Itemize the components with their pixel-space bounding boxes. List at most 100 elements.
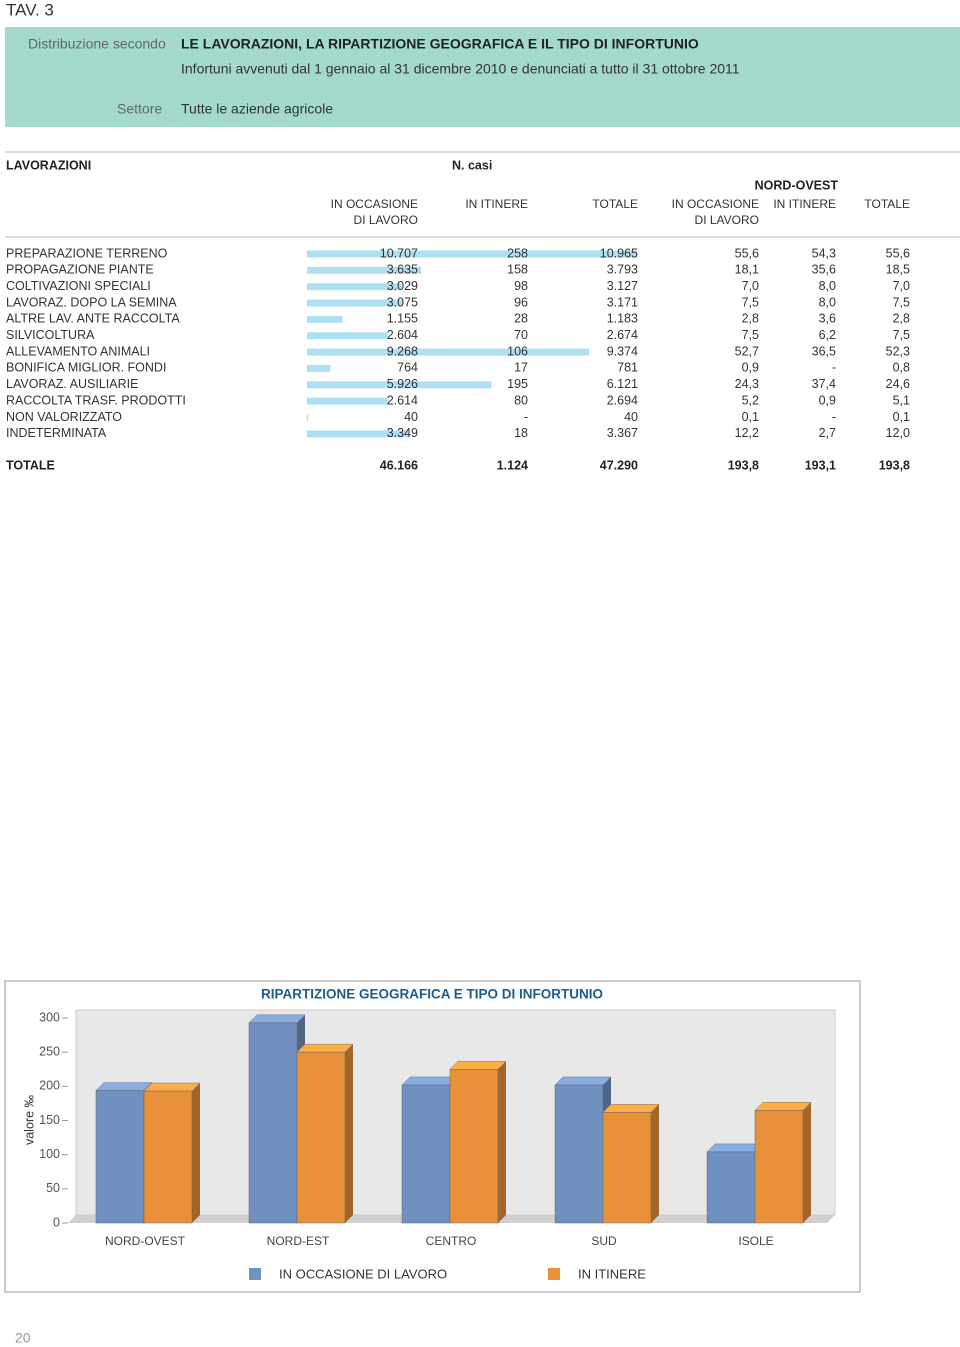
row-label: BONIFICA MIGLIOR. FONDI bbox=[6, 361, 166, 375]
cell: 40 bbox=[624, 410, 638, 424]
cell: 7,5 bbox=[893, 295, 910, 309]
row-bar bbox=[307, 250, 637, 258]
cell: 7,5 bbox=[742, 295, 759, 309]
cell: 3.367 bbox=[607, 426, 638, 440]
cell: 8,0 bbox=[819, 295, 836, 309]
cell: 9.374 bbox=[607, 344, 638, 358]
cell: 0,8 bbox=[893, 361, 910, 375]
x-tick-label: NORD-EST bbox=[267, 1234, 330, 1248]
cell: 2.614 bbox=[387, 393, 418, 407]
row-label: ALLEVAMENTO ANIMALI bbox=[6, 344, 150, 358]
col-header: TOTALE bbox=[864, 197, 910, 211]
bar-top bbox=[554, 1076, 612, 1086]
x-tick-label: SUD bbox=[591, 1234, 617, 1248]
bar-top bbox=[706, 1143, 764, 1153]
tav: TAV. 3 bbox=[6, 0, 54, 19]
bar-top bbox=[401, 1076, 459, 1086]
row-bar bbox=[307, 348, 590, 356]
y-tick-label: 0 bbox=[53, 1215, 60, 1229]
bar bbox=[554, 1084, 604, 1224]
bar-side bbox=[651, 1104, 659, 1223]
subtitle: Infortuni avvenuti dal 1 gennaio al 31 d… bbox=[181, 61, 740, 77]
bar-top bbox=[143, 1082, 201, 1092]
cell: 2.694 bbox=[607, 393, 638, 407]
row-label: INDETERMINATA bbox=[6, 426, 107, 440]
total-cell: 193,8 bbox=[879, 458, 910, 472]
cell: 5,2 bbox=[742, 393, 759, 407]
cell: 55,6 bbox=[886, 246, 910, 260]
cell: 54,3 bbox=[812, 246, 836, 260]
bar-top bbox=[754, 1102, 812, 1111]
y-tick-label: 300 bbox=[39, 1010, 60, 1024]
cell: 0,1 bbox=[893, 410, 910, 424]
y-label: valore ‰ bbox=[22, 1094, 36, 1145]
cell: 52,3 bbox=[886, 344, 910, 358]
cell: 37,4 bbox=[812, 377, 836, 391]
cell: 36,5 bbox=[812, 344, 836, 358]
cell: 3.075 bbox=[387, 295, 418, 309]
total-cell: 47.290 bbox=[600, 458, 638, 472]
cell: 5.926 bbox=[387, 377, 418, 391]
bar bbox=[449, 1069, 499, 1224]
col-header: TOTALE bbox=[592, 197, 638, 211]
title: LE LAVORAZIONI, LA RIPARTIZIONE GEOGRAFI… bbox=[181, 36, 699, 52]
cell: 18,5 bbox=[886, 263, 910, 277]
cell: 2,8 bbox=[742, 312, 759, 326]
bar-top bbox=[95, 1082, 153, 1091]
y-tick-label: 250 bbox=[39, 1044, 60, 1058]
y-tick-label: 50 bbox=[46, 1181, 60, 1195]
bar-top bbox=[248, 1014, 306, 1024]
row-bar bbox=[307, 364, 331, 372]
cell: 55,6 bbox=[735, 246, 759, 260]
col-header: DI LAVORO bbox=[695, 213, 759, 227]
row-label: RACCOLTA TRASF. PRODOTTI bbox=[6, 393, 186, 407]
y-tick-label: 200 bbox=[39, 1079, 60, 1093]
header-box bbox=[5, 27, 960, 127]
cell: - bbox=[832, 361, 836, 375]
cell: 3.793 bbox=[607, 263, 638, 277]
cell: 10.707 bbox=[380, 246, 418, 260]
bar bbox=[143, 1090, 193, 1224]
legend-swatch bbox=[249, 1268, 261, 1280]
cell: 18 bbox=[514, 426, 528, 440]
total-cell: 46.166 bbox=[380, 458, 418, 472]
bar bbox=[706, 1151, 756, 1224]
total-cell: TOTALE bbox=[6, 458, 55, 472]
row-bar bbox=[307, 430, 409, 438]
cell: - bbox=[832, 410, 836, 424]
cell: 17 bbox=[514, 361, 528, 375]
row-bar bbox=[307, 332, 388, 340]
cell: 158 bbox=[507, 263, 528, 277]
row-bar bbox=[307, 315, 343, 323]
page-number: 20 bbox=[15, 1330, 31, 1346]
row-bar bbox=[307, 381, 492, 389]
cell: 258 bbox=[507, 246, 528, 260]
row-label: PREPARAZIONE TERRENO bbox=[6, 246, 168, 260]
bar-side bbox=[192, 1083, 200, 1223]
cell: 40 bbox=[404, 410, 418, 424]
cell: 28 bbox=[514, 312, 528, 326]
cell: 7,0 bbox=[893, 279, 910, 293]
bar-side bbox=[345, 1044, 353, 1223]
x-tick-label: CENTRO bbox=[426, 1234, 477, 1248]
row-label: SILVICOLTURA bbox=[6, 328, 95, 342]
row-label: NON VALORIZZATO bbox=[6, 410, 122, 424]
cell: 781 bbox=[617, 361, 638, 375]
bar-side bbox=[498, 1061, 506, 1223]
label: Settore bbox=[117, 101, 162, 117]
x-tick-label: ISOLE bbox=[738, 1234, 773, 1248]
cell: 3.127 bbox=[607, 279, 638, 293]
bar bbox=[296, 1051, 346, 1224]
cell: 52,7 bbox=[735, 344, 759, 358]
legend-swatch bbox=[548, 1268, 560, 1280]
cell: 8,0 bbox=[819, 279, 836, 293]
cell: 6.121 bbox=[607, 377, 638, 391]
cell: 7,5 bbox=[742, 328, 759, 342]
row-bar bbox=[307, 397, 389, 405]
cell: 3,6 bbox=[819, 312, 836, 326]
legend-label: IN ITINERE bbox=[578, 1266, 646, 1281]
cell: 2,7 bbox=[819, 426, 836, 440]
cell: 3.171 bbox=[607, 295, 638, 309]
cell: 3.349 bbox=[387, 426, 418, 440]
